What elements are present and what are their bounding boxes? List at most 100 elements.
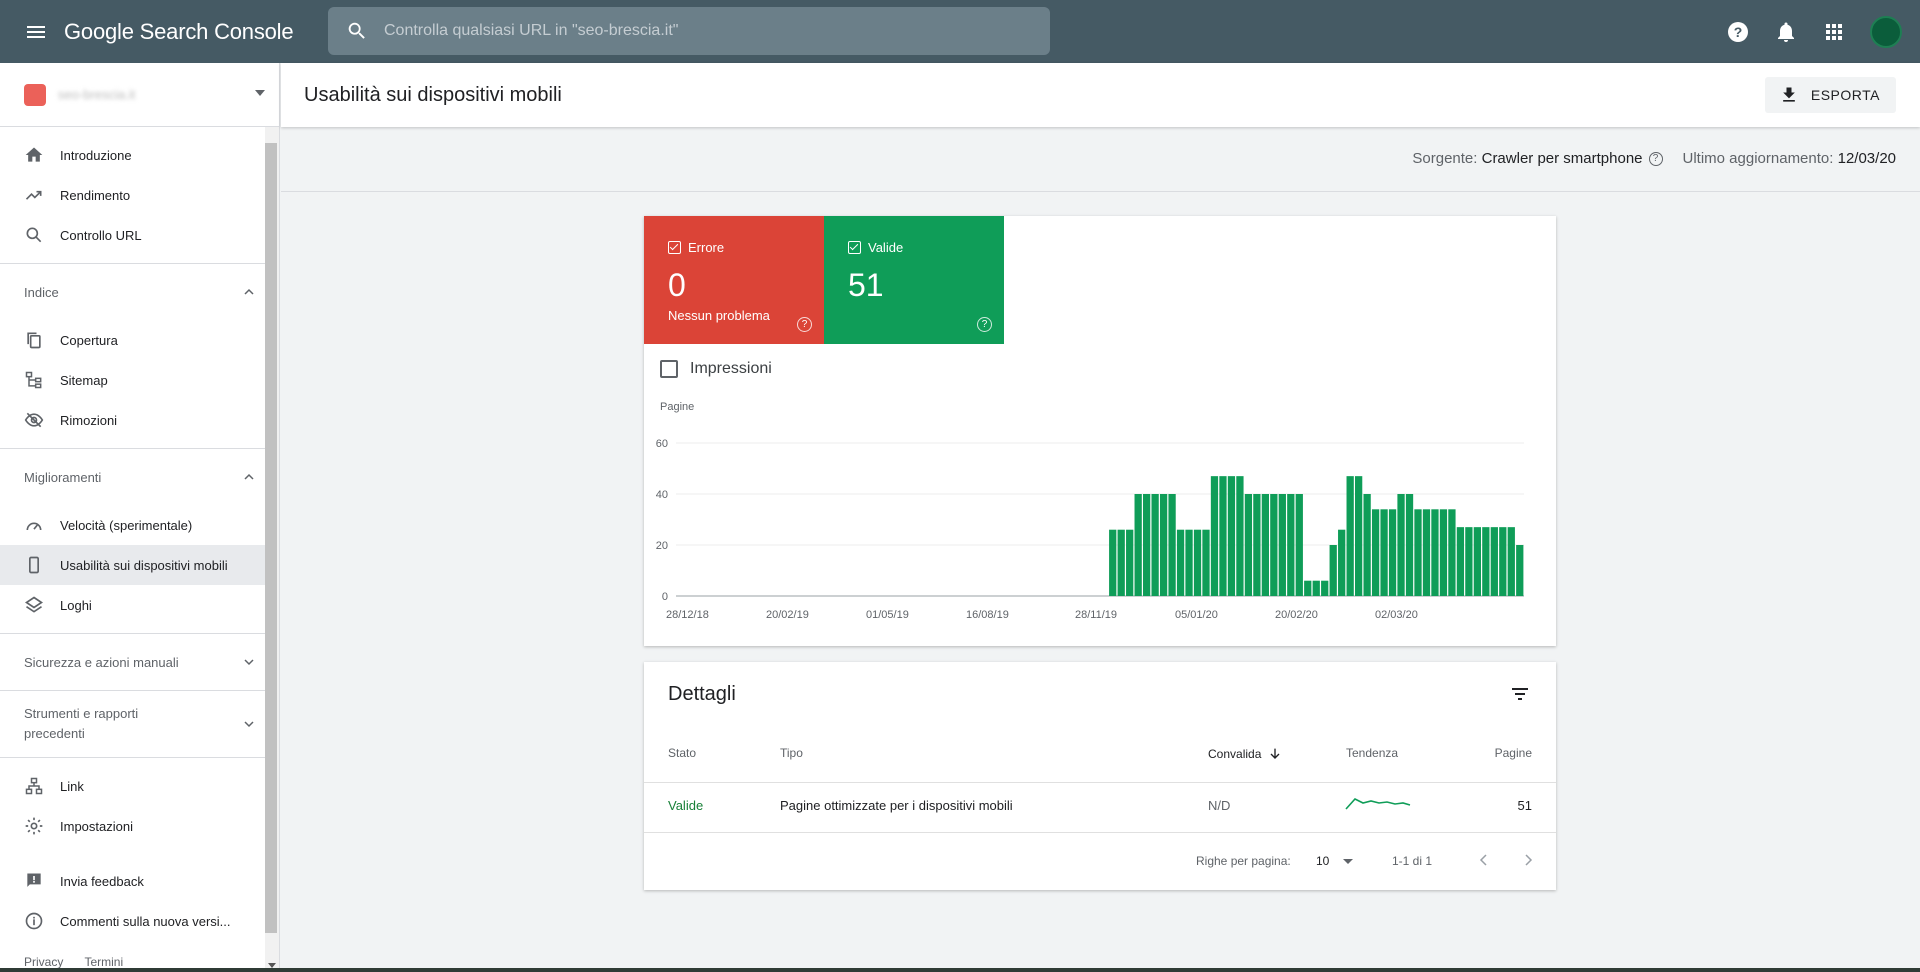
chart-bar[interactable] xyxy=(1422,509,1431,596)
chart-bar[interactable] xyxy=(1321,580,1329,596)
impressions-toggle[interactable]: Impressioni xyxy=(660,360,772,378)
chart-bar[interactable] xyxy=(1507,527,1515,596)
sidebar-item-loghi[interactable]: Loghi xyxy=(0,585,279,625)
chart-bar[interactable] xyxy=(1109,529,1117,596)
chart-bar[interactable] xyxy=(1456,527,1465,596)
chart-bar[interactable] xyxy=(1371,509,1380,596)
chart-bar[interactable] xyxy=(1270,494,1278,596)
chart-bar[interactable] xyxy=(1380,509,1388,596)
hamburger-menu-icon[interactable] xyxy=(20,16,52,48)
chart-bar[interactable] xyxy=(1185,529,1193,596)
chart-bar[interactable] xyxy=(1159,494,1168,596)
chart-bar[interactable] xyxy=(1397,494,1405,596)
apps-grid-icon[interactable] xyxy=(1822,20,1846,44)
chart-bar[interactable] xyxy=(1202,529,1210,596)
chart-bar[interactable] xyxy=(1236,476,1244,596)
chart-bar[interactable] xyxy=(1499,527,1507,596)
chart-bar[interactable] xyxy=(1388,509,1397,596)
chart-bar[interactable] xyxy=(1134,494,1142,596)
chart-bar[interactable] xyxy=(1261,494,1269,596)
chart-bar[interactable] xyxy=(1193,529,1202,596)
sidebar-item-copertura[interactable]: Copertura xyxy=(0,320,279,360)
chart-bar[interactable] xyxy=(1295,494,1303,596)
sidebar-item-link[interactable]: Link xyxy=(0,766,279,806)
chart-bar[interactable] xyxy=(1117,529,1125,596)
chart-bar[interactable] xyxy=(1490,527,1498,596)
chart-bar[interactable] xyxy=(1210,476,1219,596)
scroll-down-arrow-icon[interactable] xyxy=(268,963,276,968)
column-header-tipo[interactable]: Tipo xyxy=(780,746,803,760)
column-header-stato[interactable]: Stato xyxy=(668,746,697,760)
chart-bar[interactable] xyxy=(1312,580,1320,596)
valid-stat-tile[interactable]: Valide 51 ? xyxy=(824,216,1004,344)
chart-bar[interactable] xyxy=(1414,509,1422,596)
help-icon[interactable]: ? xyxy=(1726,20,1750,44)
sidebar-scrollbar[interactable] xyxy=(265,127,279,972)
error-stat-tile[interactable]: Errore 0 Nessun problema ? xyxy=(644,216,824,344)
error-checkbox-icon[interactable] xyxy=(668,241,681,254)
chart-bar[interactable] xyxy=(1431,509,1439,596)
url-inspection-search[interactable] xyxy=(328,7,1050,55)
section-header-miglioramenti[interactable]: Miglioramenti xyxy=(0,449,279,505)
column-header-convalida[interactable]: Convalida xyxy=(1208,746,1283,762)
export-button[interactable]: ESPORTA xyxy=(1764,77,1896,113)
property-selector[interactable]: seo-brescia.it xyxy=(0,63,279,127)
chart-bar[interactable] xyxy=(1176,529,1185,596)
account-avatar[interactable] xyxy=(1870,15,1902,48)
column-header-pagine[interactable]: Pagine xyxy=(1494,746,1532,760)
sidebar-item-impostazioni[interactable]: Impostazioni xyxy=(0,806,279,846)
sidebar-item-velocita[interactable]: Velocità (sperimentale) xyxy=(0,505,279,545)
valid-checkbox-icon[interactable] xyxy=(848,241,861,254)
impressions-checkbox[interactable] xyxy=(660,360,678,378)
sidebar-item-invia-feedback[interactable]: Invia feedback xyxy=(0,861,279,901)
top-app-bar: Google Search Console ? xyxy=(0,0,1920,63)
sidebar-item-sitemap[interactable]: Sitemap xyxy=(0,360,279,400)
chart-bar[interactable] xyxy=(1253,494,1261,596)
help-circle-icon[interactable]: ? xyxy=(797,317,812,332)
chart-bar[interactable] xyxy=(1355,476,1363,596)
terms-link[interactable]: Termini xyxy=(84,955,124,969)
source-label: Sorgente: xyxy=(1412,150,1478,167)
chart-bar[interactable] xyxy=(1405,494,1414,596)
chart-bar[interactable] xyxy=(1143,494,1151,596)
chart-bar[interactable] xyxy=(1244,494,1253,596)
scroll-thumb[interactable] xyxy=(265,143,277,933)
chart-bar[interactable] xyxy=(1448,509,1456,596)
chart-bar[interactable] xyxy=(1465,527,1473,596)
app-title[interactable]: Google Search Console xyxy=(64,18,294,44)
chart-bar[interactable] xyxy=(1363,494,1371,596)
chart-bar[interactable] xyxy=(1304,580,1312,596)
sidebar-item-rimozioni[interactable]: Rimozioni xyxy=(0,400,279,440)
sidebar-item-rendimento[interactable]: Rendimento xyxy=(0,175,279,215)
chart-bar[interactable] xyxy=(1278,494,1286,596)
chart-bar[interactable] xyxy=(1219,476,1227,596)
privacy-link[interactable]: Privacy xyxy=(24,955,64,969)
chart-bar[interactable] xyxy=(1227,476,1236,596)
chevron-right-icon[interactable] xyxy=(1520,852,1536,868)
chart-bar[interactable] xyxy=(1329,545,1337,596)
chart-bar[interactable] xyxy=(1338,529,1346,596)
section-header-strumenti[interactable]: Strumenti e rapporti precedenti xyxy=(0,691,279,757)
sidebar-item-controllo-url[interactable]: Controllo URL xyxy=(0,215,279,255)
chart-bar[interactable] xyxy=(1346,476,1354,596)
chevron-left-icon[interactable] xyxy=(1476,852,1492,868)
chart-bar[interactable] xyxy=(1287,494,1295,596)
notifications-bell-icon[interactable] xyxy=(1774,20,1798,44)
rows-per-page-select[interactable]: 10 xyxy=(1316,854,1354,868)
sidebar-item-usabilita-mobile[interactable]: Usabilità sui dispositivi mobili xyxy=(0,545,279,585)
chart-bar[interactable] xyxy=(1439,509,1448,596)
help-circle-icon[interactable]: ? xyxy=(977,317,992,332)
chart-bar[interactable] xyxy=(1168,494,1176,596)
chart-bar[interactable] xyxy=(1482,527,1490,596)
chart-bar[interactable] xyxy=(1473,527,1481,596)
chart-bar[interactable] xyxy=(1516,545,1524,596)
sidebar-item-introduzione[interactable]: Introduzione xyxy=(0,135,279,175)
search-input[interactable] xyxy=(384,22,1004,40)
sidebar-item-commenti[interactable]: Commenti sulla nuova versi... xyxy=(0,901,279,941)
section-header-sicurezza[interactable]: Sicurezza e azioni manuali xyxy=(0,634,279,690)
help-circle-icon[interactable]: ? xyxy=(1648,151,1663,166)
filter-icon[interactable] xyxy=(1508,682,1532,706)
chart-bar[interactable] xyxy=(1126,529,1134,596)
section-header-indice[interactable]: Indice xyxy=(0,264,279,320)
chart-bar[interactable] xyxy=(1151,494,1159,596)
